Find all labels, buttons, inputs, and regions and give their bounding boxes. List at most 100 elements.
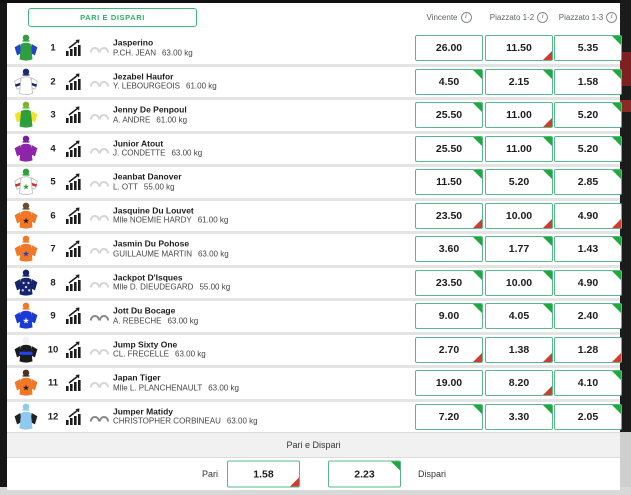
form-chart-icon[interactable] (65, 106, 85, 124)
odds-value: 1.38 (508, 343, 530, 356)
vincente-odds-button[interactable]: 26.00 (415, 35, 483, 62)
svg-text:★: ★ (22, 317, 29, 326)
piazzato-1-2-odds-button[interactable]: 10.00 (485, 202, 553, 229)
runner-info: Jott Du Bocage A. REBECHE 63.00 kg (113, 306, 198, 327)
runner-info: Jeanbat Danover L. OTT 55.00 kg (113, 172, 182, 193)
runner-number: 10 (47, 344, 59, 356)
form-chart-icon[interactable] (65, 39, 85, 57)
odds-value: 23.50 (435, 209, 463, 222)
odds-value: 2.85 (577, 176, 599, 189)
jockey-silk: ★ (14, 202, 38, 229)
dispari-odds-button[interactable]: 2.23 (328, 460, 401, 488)
vincente-odds-button[interactable]: 23.50 (415, 269, 483, 296)
jockey-silk: ★ (14, 235, 38, 262)
jockey-name: A. ANDRE (113, 115, 151, 125)
trend-up-triangle (612, 136, 621, 146)
piazzato-1-3-odds-button[interactable]: 5.20 (554, 102, 622, 129)
odds-value: 4.90 (577, 276, 599, 289)
piazzato-1-2-odds-button[interactable]: 11.50 (485, 35, 553, 62)
jockey-silk: ★ (14, 302, 38, 329)
background-strip-red2 (620, 100, 631, 112)
runner-number: 7 (50, 243, 56, 255)
vincente-odds-button[interactable]: 4.50 (415, 68, 483, 95)
trend-down-triangle (543, 352, 552, 362)
piazzato-1-3-odds-button[interactable]: 2.40 (554, 303, 622, 330)
runner-info: Japan Tiger Mlle L. PLANCHENAULT 63.00 kg (113, 373, 239, 394)
jockey-weight: P.CH. JEAN 63.00 kg (113, 49, 193, 59)
piazzato-1-3-odds-button[interactable]: 1.43 (554, 236, 622, 263)
piazzato-1-2-odds-button[interactable]: 3.30 (485, 403, 553, 430)
vincente-odds-button[interactable]: 23.50 (415, 202, 483, 229)
vincente-odds-button[interactable]: 2.70 (415, 336, 483, 363)
info-icon[interactable]: i (606, 11, 618, 23)
odds-value: 5.20 (577, 142, 599, 155)
vincente-odds-button[interactable]: 25.50 (415, 102, 483, 129)
piazzato-1-2-odds-button[interactable]: 11.00 (485, 102, 553, 129)
piazzato-1-3-odds-button[interactable]: 4.90 (554, 269, 622, 296)
piazzato-1-2-odds-button[interactable]: 1.38 (485, 336, 553, 363)
info-icon[interactable]: i (537, 11, 549, 23)
odds-value: 2.05 (577, 410, 599, 423)
vincente-odds-button[interactable]: 25.50 (415, 135, 483, 162)
runner-number: 4 (50, 143, 56, 155)
piazzato-1-3-odds-button[interactable]: 5.35 (554, 35, 622, 62)
pari-odds-button[interactable]: 1.58 (227, 460, 300, 488)
runner-row: ★ 6 Jasquine Du Louvet Mlle NOEMIE HARDY… (7, 200, 622, 231)
piazzato-1-2-odds-button[interactable]: 1.77 (485, 236, 553, 263)
piazzato-1-3-odds-button[interactable]: 5.20 (554, 135, 622, 162)
window-bottom-edge (0, 487, 631, 495)
vincente-odds-button[interactable]: 3.60 (415, 236, 483, 263)
form-chart-icon[interactable] (65, 274, 85, 292)
piazzato-1-2-odds-button[interactable]: 11.00 (485, 135, 553, 162)
info-icon[interactable]: i (460, 11, 472, 23)
runner-info: Jump Sixty One CL. FRECELLE 63.00 kg (113, 339, 206, 360)
piazzato-1-2-odds-button[interactable]: 5.20 (485, 169, 553, 196)
piazzato-1-2-odds-button[interactable]: 4.05 (485, 303, 553, 330)
jockey-name: CL. FRECELLE (113, 350, 170, 360)
trend-up-triangle (473, 69, 482, 79)
piazzato-1-2-odds-button[interactable]: 2.15 (485, 68, 553, 95)
odds-value: 8.20 (508, 377, 530, 390)
form-chart-icon[interactable] (65, 374, 85, 392)
svg-text:★: ★ (22, 384, 29, 393)
form-chart-icon[interactable] (65, 307, 85, 325)
weight: 61.00 kg (186, 82, 217, 92)
form-chart-icon[interactable] (65, 240, 85, 258)
odds-value: 23.50 (435, 276, 463, 289)
piazzato-1-3-odds-button[interactable]: 4.10 (554, 370, 622, 397)
blinkers-icon (89, 415, 109, 422)
blinkers-icon (89, 382, 109, 388)
vincente-odds-button[interactable]: 9.00 (415, 303, 483, 330)
jockey-weight: Mlle D. DIEUDEGARD 55.00 kg (113, 283, 230, 293)
form-chart-icon[interactable] (65, 408, 85, 426)
piazzato-1-3-odds-button[interactable]: 1.28 (554, 336, 622, 363)
odds-value: 10.00 (505, 209, 533, 222)
form-chart-icon[interactable] (65, 140, 85, 158)
form-chart-icon[interactable] (65, 173, 85, 191)
vincente-odds-button[interactable]: 11.50 (415, 169, 483, 196)
runner-number: 3 (50, 109, 56, 121)
form-chart-icon[interactable] (65, 207, 85, 225)
piazzato-1-3-odds-button[interactable]: 4.90 (554, 202, 622, 229)
horse-name: Japan Tiger (113, 372, 161, 383)
form-chart-icon[interactable] (65, 73, 85, 91)
odds-value: 25.50 (435, 142, 463, 155)
piazzato-1-3-odds-button[interactable]: 2.85 (554, 169, 622, 196)
pari-e-dispari-button[interactable]: PARI E DISPARI (28, 8, 197, 27)
jockey-silk: ★ (14, 101, 38, 128)
piazzato-1-2-odds-button[interactable]: 10.00 (485, 269, 553, 296)
vincente-odds-button[interactable]: 7.20 (415, 403, 483, 430)
piazzato-1-3-odds-button[interactable]: 1.58 (554, 68, 622, 95)
vincente-odds-button[interactable]: 19.00 (415, 370, 483, 397)
trend-up-triangle (612, 371, 621, 381)
weight: 63.00 kg (175, 350, 206, 360)
weight: 63.00 kg (171, 149, 203, 159)
piazzato-1-3-odds-button[interactable]: 2.05 (554, 403, 622, 430)
piazzato-1-2-odds-button[interactable]: 8.20 (485, 370, 553, 397)
odds-value: 11.00 (506, 109, 532, 122)
jockey-name: A. REBECHE (113, 316, 162, 326)
jockey-weight: GUILLAUME MARTIN 63.00 kg (113, 250, 229, 260)
form-chart-icon[interactable] (65, 341, 85, 359)
